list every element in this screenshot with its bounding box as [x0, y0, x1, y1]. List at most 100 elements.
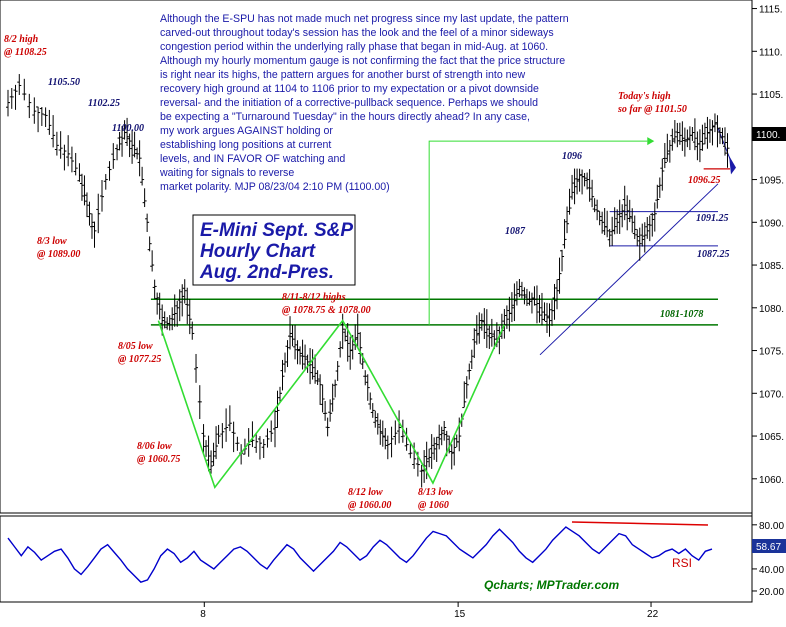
price-tick-label: 1070. — [759, 389, 784, 400]
price-bar — [51, 115, 56, 148]
price-panel-frame — [0, 0, 753, 514]
price-annotation: 8/13 low @ 1060 — [418, 487, 453, 511]
price-series — [6, 74, 730, 488]
chart-subtitle: Hourly Chart — [200, 241, 316, 262]
rsi-line — [7, 526, 713, 583]
annotation-line: 1105.50 — [48, 77, 80, 88]
price-bar — [725, 133, 730, 168]
price-bar — [572, 168, 577, 205]
price-bar — [675, 122, 680, 148]
price-bar — [92, 221, 97, 248]
price-bar — [560, 249, 565, 272]
price-bar — [313, 354, 318, 384]
price-bar — [283, 352, 288, 373]
price-bar — [295, 340, 300, 365]
price-bar — [439, 426, 444, 446]
price-annotation: 1087 — [505, 226, 526, 237]
price-bar — [482, 308, 487, 339]
price-bar — [214, 426, 219, 460]
price-bar — [190, 321, 195, 340]
price-bar — [54, 131, 59, 156]
current-rsi-marker: 58.67 — [752, 539, 786, 553]
price-bar — [328, 399, 333, 422]
price-bar — [685, 129, 690, 148]
price-bar — [645, 217, 650, 239]
price-bar — [355, 313, 360, 348]
rsi-series — [7, 526, 713, 583]
price-bar — [370, 403, 375, 418]
price-bar — [272, 408, 277, 448]
price-annotation: 8/3 low @ 1089.00 — [37, 236, 80, 260]
rsi-label: RSI — [672, 556, 692, 570]
price-bar — [120, 126, 125, 157]
price-bar — [358, 332, 363, 364]
price-bar — [529, 292, 534, 314]
price-bar — [261, 439, 266, 458]
commentary-line: congestion period within the underlying … — [160, 41, 548, 53]
price-bar — [201, 424, 206, 455]
price-annotation: 1081-1078 — [660, 309, 703, 320]
price-bar — [627, 199, 632, 223]
price-tick-label: 1110. — [759, 47, 783, 58]
price-bar — [278, 386, 283, 402]
price-bar — [254, 433, 259, 453]
price-annotation: 1105.50 — [48, 77, 80, 88]
price-bar — [303, 344, 308, 371]
price-bar — [220, 423, 225, 449]
price-bar — [275, 390, 280, 428]
price-bar — [662, 142, 667, 169]
price-bar — [378, 419, 383, 445]
price-bar — [380, 420, 385, 447]
price-bar — [77, 163, 82, 182]
price-bar — [615, 209, 620, 234]
price-bar — [612, 207, 617, 235]
price-bar — [152, 279, 157, 299]
price-bar — [22, 78, 27, 101]
commentary-line: levels, and IN FAVOR OF watching and — [160, 153, 345, 165]
price-tick-label: 1080. — [759, 304, 784, 315]
price-annotation: 8/11-8/12 highs @ 1078.75 & 1078.00 — [282, 292, 371, 316]
price-bar — [79, 173, 84, 201]
price-bar — [224, 408, 229, 442]
price-bar — [13, 84, 18, 110]
price-bar — [655, 184, 660, 209]
price-bar — [58, 131, 63, 159]
price-bar — [305, 354, 310, 373]
commentary-line: carved-out throughout today's session ha… — [160, 27, 554, 39]
annotation-line: 1081-1078 — [660, 309, 703, 320]
annotation-line: 1096.25 — [688, 175, 721, 186]
annotation-line: 1100.00 — [112, 123, 144, 134]
price-bar — [479, 313, 484, 331]
current-price-value: 1100. — [756, 130, 780, 141]
price-bar — [720, 127, 725, 145]
price-bar — [103, 174, 108, 190]
time-tick-label: 22 — [647, 609, 659, 620]
price-tick-label: 1060. — [759, 475, 784, 486]
price-bar — [373, 410, 378, 428]
price-bar — [363, 370, 368, 386]
price-bar — [712, 113, 717, 133]
annotation-line: @ 1060.75 — [137, 454, 180, 465]
price-bar — [710, 120, 715, 146]
price-bar — [135, 147, 140, 160]
pattern-overlays — [428, 128, 736, 356]
price-annotation: 8/2 high @ 1108.25 — [4, 34, 47, 58]
price-bar — [27, 93, 32, 119]
price-bar — [235, 436, 240, 451]
price-bar — [130, 130, 135, 164]
price-bar — [672, 120, 677, 144]
commentary-line: my work argues AGAINST holding or — [160, 125, 333, 137]
price-bar — [231, 421, 236, 453]
price-annotation: 1096 — [562, 151, 582, 162]
price-bar — [469, 349, 474, 369]
price-bar — [552, 283, 557, 320]
price-bar — [69, 146, 74, 173]
price-bar — [524, 288, 529, 306]
price-bar — [635, 229, 640, 247]
price-tick-label: 1085. — [759, 261, 784, 272]
support-zone — [150, 298, 718, 326]
pattern-wave-line — [157, 319, 506, 490]
current-rsi-value: 58.67 — [756, 542, 781, 553]
